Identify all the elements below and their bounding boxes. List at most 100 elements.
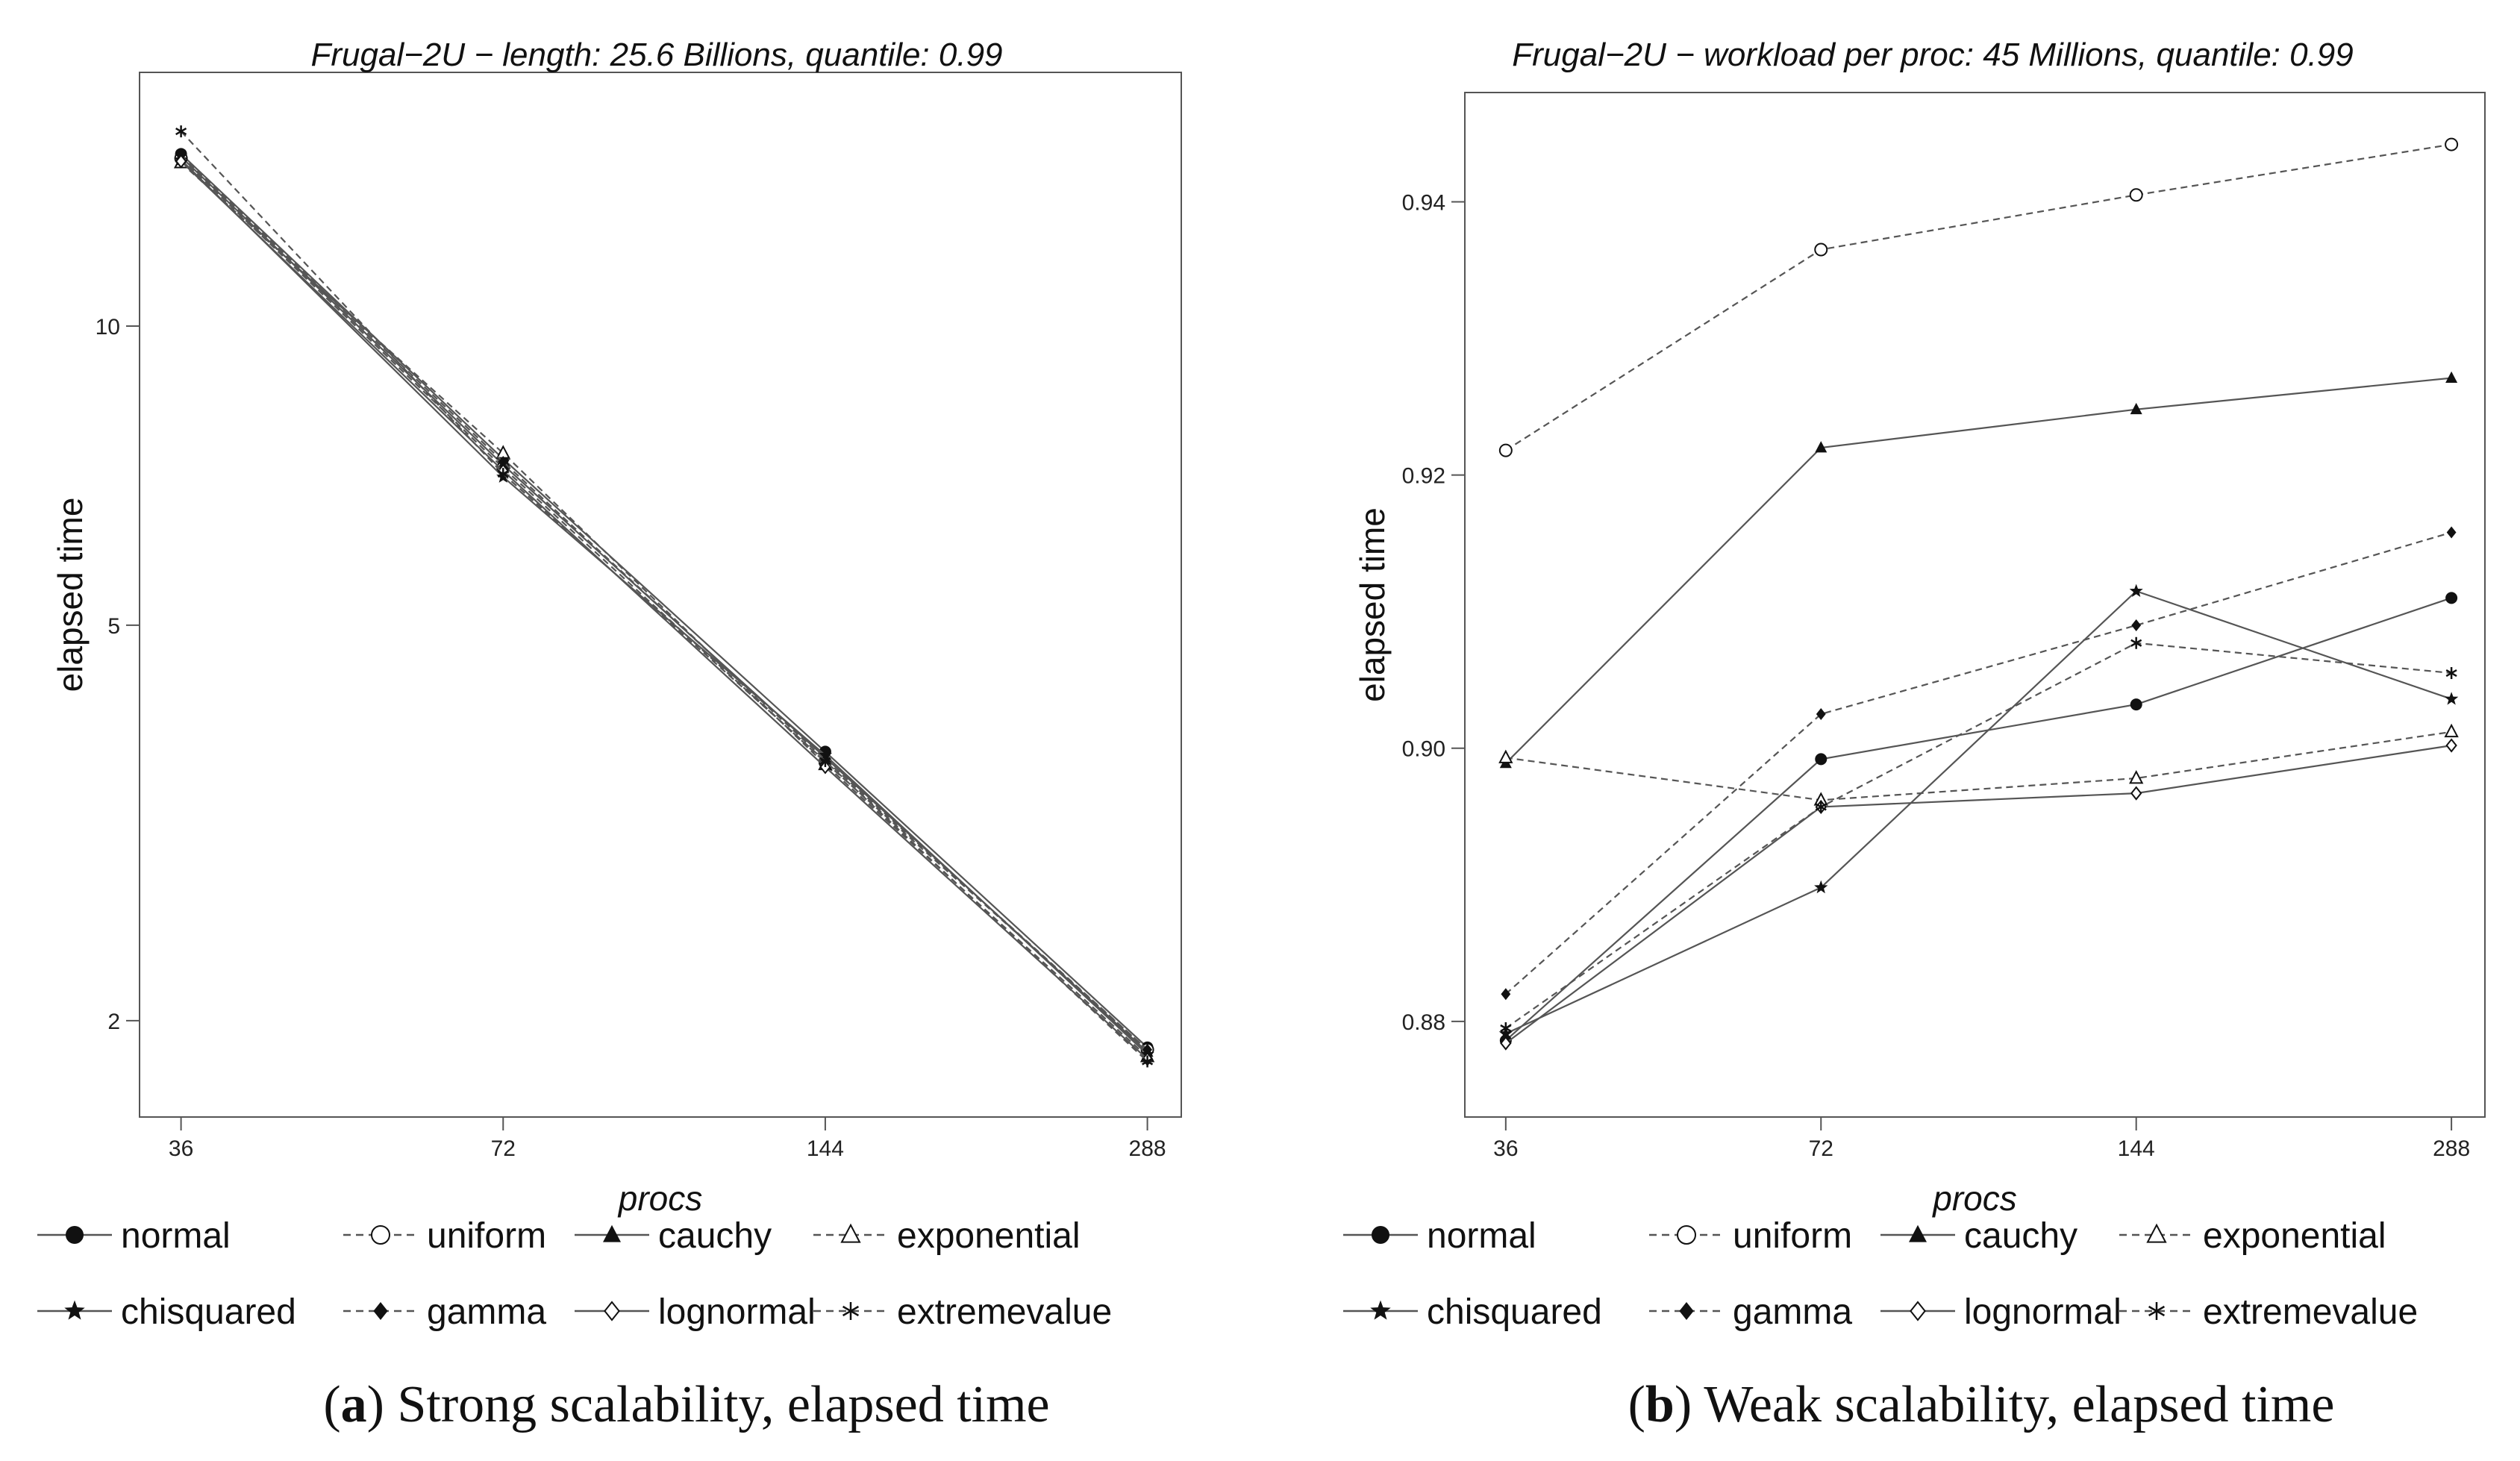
- legend-marker-gamma: [373, 1302, 388, 1320]
- data-point-extremevalue: [1815, 801, 1827, 813]
- legend-item-cauchy: cauchy: [575, 1216, 772, 1256]
- data-point-gamma: [1501, 988, 1511, 1001]
- legend-label: chisquared: [121, 1292, 296, 1332]
- x-tick-label: 36: [1493, 1136, 1518, 1161]
- data-point-normal: [1815, 753, 1828, 766]
- y-tick-label: 0.90: [1402, 737, 1445, 762]
- series-line-cauchy: [1505, 377, 2452, 764]
- y-tick-label: 5: [107, 614, 120, 639]
- data-point-extremevalue: [1500, 1022, 1512, 1035]
- data-point-chisquared: [1814, 880, 1828, 894]
- series-line-exponential: [1505, 730, 2452, 801]
- plot-frame: [1464, 92, 2486, 1118]
- series-line-extremevalue: [1505, 642, 2452, 1029]
- series-line-normal: [1505, 597, 2452, 1042]
- legend-label: exponential: [897, 1216, 1081, 1256]
- series-line-gamma: [180, 154, 1148, 1051]
- data-point-extremevalue: [497, 468, 509, 481]
- legend-label: lognormal: [658, 1292, 816, 1332]
- y-tick-label: 0.88: [1402, 1010, 1445, 1035]
- legend-label: gamma: [1733, 1292, 1852, 1332]
- data-point-uniform: [1814, 243, 1828, 257]
- legend-label: cauchy: [658, 1216, 772, 1256]
- data-point-cauchy: [2130, 402, 2142, 415]
- legend-label: lognormal: [1964, 1292, 2122, 1332]
- data-point-extremevalue: [2445, 667, 2457, 680]
- data-point-normal: [2130, 698, 2142, 711]
- legend-label: extremevalue: [897, 1292, 1112, 1332]
- legend-item-normal: normal: [1343, 1216, 1536, 1256]
- legend-item-normal: normal: [37, 1216, 231, 1256]
- y-axis-title: elapsed time: [51, 498, 90, 692]
- legend-marker-gamma: [1679, 1302, 1694, 1320]
- legend-marker-normal: [66, 1226, 84, 1244]
- data-point-normal: [2445, 592, 2458, 604]
- legend-marker-uniform: [371, 1225, 390, 1245]
- legend-marker-normal: [1372, 1226, 1389, 1244]
- chart-panel-a: Frugal−2U − length: 25.6 Billions, quant…: [51, 37, 1182, 1218]
- y-axis-title: elapsed time: [1353, 507, 1392, 702]
- legend-item-extremevalue: extremevalue: [813, 1292, 1112, 1332]
- x-axis-title: procs: [1931, 1179, 2016, 1218]
- x-tick-label: 144: [807, 1136, 844, 1161]
- data-point-lognormal: [2130, 786, 2142, 801]
- x-tick-label: 36: [169, 1136, 193, 1161]
- legend-marker-lognormal: [1910, 1301, 1926, 1321]
- caption-paren-close: ): [367, 1376, 384, 1433]
- legend-label: uniform: [1733, 1216, 1852, 1256]
- legend-item-extremevalue: extremevalue: [2119, 1292, 2418, 1332]
- data-point-extremevalue: [1142, 1055, 1154, 1068]
- x-tick-label: 288: [1129, 1136, 1166, 1161]
- data-point-uniform: [2445, 137, 2459, 151]
- caption-text: Weak scalability, elapsed time: [1692, 1376, 2334, 1433]
- data-point-gamma: [1816, 707, 1826, 720]
- chart-panel-b: Frugal−2U − workload per proc: 45 Millio…: [1353, 37, 2486, 1218]
- legend-label: extremevalue: [2203, 1292, 2418, 1332]
- legend-marker-uniform: [1677, 1225, 1696, 1245]
- data-point-lognormal: [2445, 738, 2457, 753]
- x-tick-label: 144: [2118, 1136, 2155, 1161]
- legend-item-gamma: gamma: [1649, 1292, 1852, 1332]
- caption-label: b: [1645, 1376, 1675, 1433]
- data-point-lognormal: [175, 154, 187, 169]
- series-line-chisquared: [1505, 589, 2452, 1035]
- legend-marker-exponential: [840, 1223, 861, 1243]
- legend-a: normal uniform cauchy exponential chisquared…: [37, 1216, 1112, 1332]
- data-point-gamma: [2131, 619, 2142, 631]
- data-point-exponential: [2129, 770, 2144, 784]
- legend-item-chisquared: chisquared: [37, 1292, 296, 1332]
- data-point-cauchy: [2445, 371, 2458, 384]
- x-axis-title: procs: [617, 1179, 702, 1218]
- legend-item-exponential: exponential: [2119, 1216, 2386, 1256]
- series-extremevalue: [175, 125, 1154, 1068]
- caption-b: (b) Weak scalability, elapsed time: [1628, 1376, 2335, 1433]
- legend-marker-cauchy: [1909, 1224, 1927, 1242]
- series-gamma: [1501, 526, 2457, 1001]
- data-point-uniform: [2129, 188, 2143, 202]
- data-point-exponential: [2444, 723, 2459, 738]
- series-line-extremevalue: [180, 131, 1148, 1063]
- data-point-gamma: [2446, 526, 2457, 539]
- legend-label: exponential: [2203, 1216, 2386, 1256]
- legend-label: normal: [1427, 1216, 1536, 1256]
- caption-paren-open: (: [323, 1376, 340, 1433]
- x-tick-label: 288: [2433, 1136, 2470, 1161]
- legend-item-chisquared: chisquared: [1343, 1292, 1602, 1332]
- legend-marker-chisquared: [1370, 1300, 1391, 1320]
- data-point-chisquared: [2129, 584, 2143, 597]
- legend-label: cauchy: [1964, 1216, 2077, 1256]
- y-tick-label: 0.92: [1402, 464, 1445, 489]
- x-tick-label: 72: [491, 1136, 516, 1161]
- legend-b: normal uniform cauchy exponential chisquared…: [1343, 1216, 2418, 1332]
- legend-marker-extremevalue: [842, 1302, 860, 1320]
- y-tick-label: 2: [107, 1010, 120, 1034]
- caption-text: Strong scalability, elapsed time: [384, 1376, 1050, 1433]
- legend-item-gamma: gamma: [343, 1292, 546, 1332]
- data-point-gamma: [498, 456, 508, 469]
- series-line-gamma: [1505, 531, 2452, 995]
- legend-label: chisquared: [1427, 1292, 1602, 1332]
- y-tick-label: 0.94: [1402, 190, 1445, 215]
- plot-frame: [139, 72, 1182, 1118]
- legend-item-lognormal: lognormal: [575, 1292, 816, 1332]
